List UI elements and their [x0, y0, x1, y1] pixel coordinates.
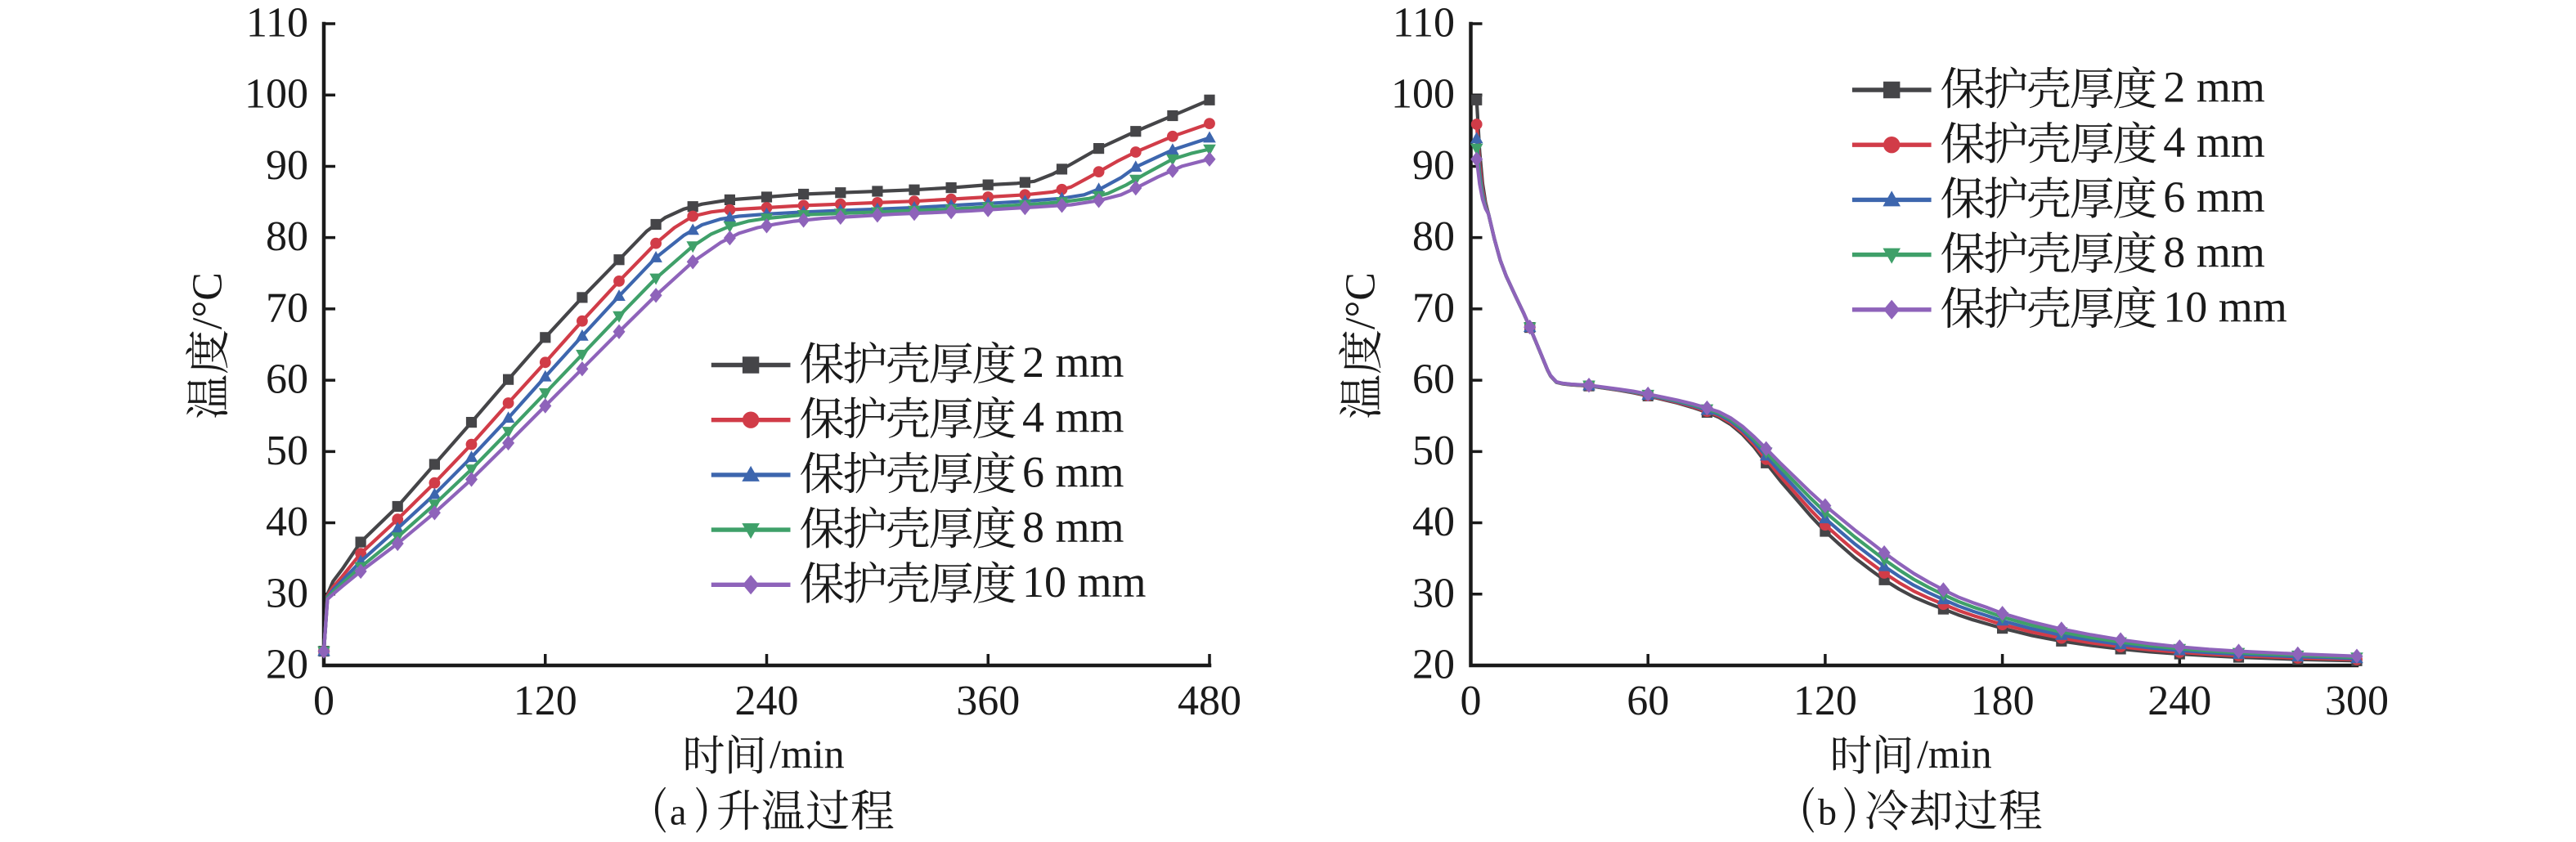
svg-text:a: a [670, 791, 686, 833]
svg-text:100: 100 [1391, 71, 1455, 118]
svg-text:120: 120 [1793, 678, 1857, 724]
svg-text:90: 90 [266, 142, 308, 189]
svg-text:/°C: /°C [1338, 272, 1384, 329]
svg-text:50: 50 [266, 428, 308, 474]
svg-text:4 mm: 4 mm [2163, 118, 2265, 167]
svg-text:b: b [1818, 791, 1837, 833]
svg-text:/°C: /°C [185, 272, 231, 329]
svg-text:90: 90 [1412, 142, 1455, 189]
svg-text:/min: /min [1917, 731, 1992, 777]
svg-text:110: 110 [246, 0, 308, 47]
svg-text:80: 80 [1412, 213, 1455, 260]
svg-text:240: 240 [2147, 678, 2211, 724]
svg-text:60: 60 [266, 356, 308, 403]
svg-text:180: 180 [1971, 678, 2035, 724]
svg-text:4 mm: 4 mm [1022, 392, 1124, 441]
svg-text:8 mm: 8 mm [2163, 227, 2265, 276]
svg-text:360: 360 [956, 678, 1020, 724]
svg-text:0: 0 [1461, 678, 1482, 724]
svg-text:50: 50 [1412, 428, 1455, 474]
svg-text:6 mm: 6 mm [2163, 172, 2265, 222]
svg-text:100: 100 [245, 71, 308, 118]
svg-text:40: 40 [266, 499, 308, 545]
svg-text:30: 30 [266, 570, 308, 616]
svg-text:40: 40 [1412, 499, 1455, 545]
svg-text:2 mm: 2 mm [2163, 63, 2265, 112]
svg-text:300: 300 [2325, 678, 2389, 724]
svg-text:30: 30 [1412, 570, 1455, 616]
svg-text:20: 20 [266, 642, 308, 688]
svg-text:480: 480 [1178, 678, 1241, 724]
svg-text:10 mm: 10 mm [2163, 283, 2287, 332]
svg-text:120: 120 [514, 678, 577, 724]
svg-text:110: 110 [1393, 0, 1455, 47]
svg-text:10 mm: 10 mm [1022, 558, 1147, 607]
svg-text:240: 240 [735, 678, 799, 724]
svg-text:70: 70 [1412, 284, 1455, 331]
svg-text:60: 60 [1412, 356, 1455, 403]
svg-text:2 mm: 2 mm [1022, 338, 1124, 387]
svg-text:0: 0 [313, 678, 334, 724]
svg-text:20: 20 [1412, 642, 1455, 688]
svg-text:60: 60 [1627, 678, 1669, 724]
svg-text:/min: /min [770, 731, 845, 777]
svg-text:8 mm: 8 mm [1022, 503, 1124, 552]
svg-text:6 mm: 6 mm [1022, 448, 1124, 497]
svg-text:80: 80 [266, 213, 308, 260]
svg-text:70: 70 [266, 284, 308, 331]
